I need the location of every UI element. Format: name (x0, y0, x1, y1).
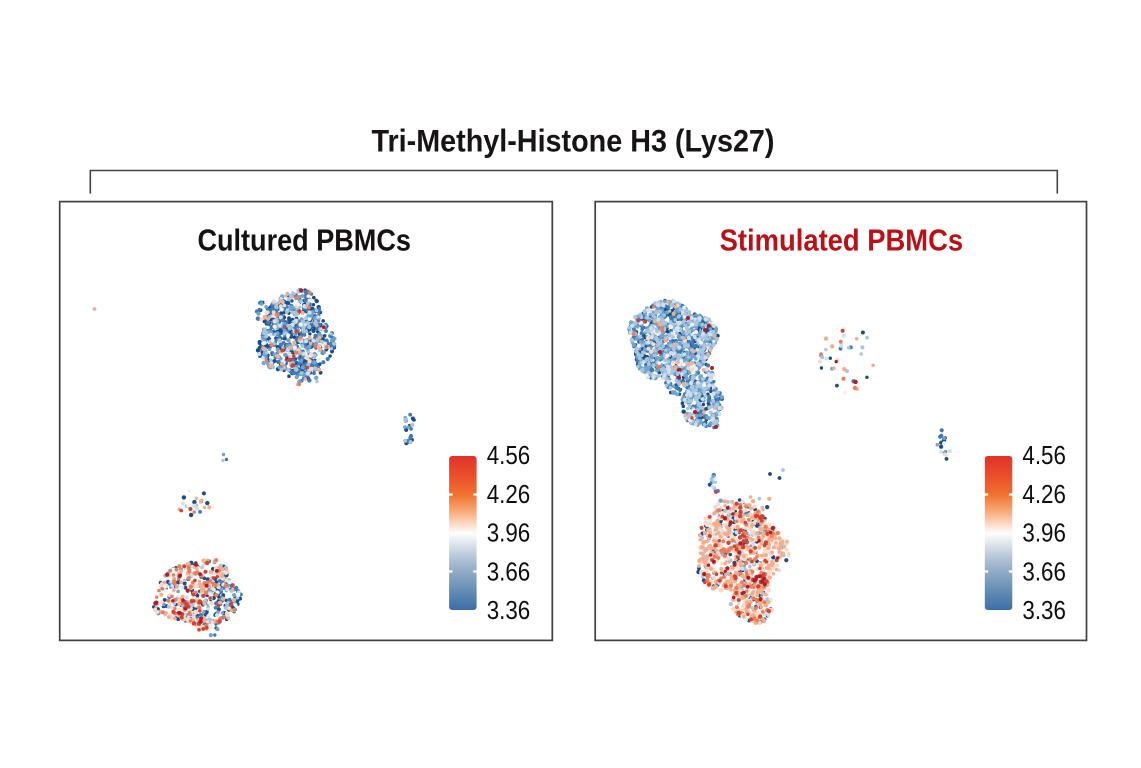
svg-text:Tri-Methyl-Histone H3 (Lys27): Tri-Methyl-Histone H3 (Lys27) (372, 123, 775, 159)
svg-text:4.26: 4.26 (1022, 479, 1066, 509)
svg-text:3.66: 3.66 (487, 556, 531, 586)
svg-text:3.66: 3.66 (1022, 556, 1066, 586)
svg-text:4.56: 4.56 (1022, 440, 1066, 470)
svg-text:Cultured PBMCs: Cultured PBMCs (197, 224, 411, 258)
svg-text:Stimulated PBMCs: Stimulated PBMCs (720, 224, 964, 258)
svg-text:4.26: 4.26 (487, 479, 531, 509)
svg-text:3.36: 3.36 (487, 595, 531, 625)
svg-text:3.96: 3.96 (487, 518, 531, 548)
svg-text:4.56: 4.56 (487, 440, 531, 470)
svg-text:3.96: 3.96 (1022, 518, 1066, 548)
svg-text:3.36: 3.36 (1022, 595, 1066, 625)
